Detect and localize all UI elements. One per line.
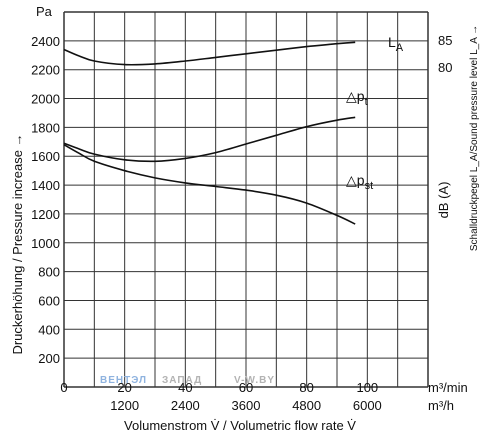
grid <box>63 11 429 388</box>
x-tick-label-m3min: 80 <box>299 380 313 395</box>
x-tick-label-m3h: 2400 <box>171 398 200 413</box>
x-axis-ticks: 0 20 40 60 80 100 1200 2400 3600 4800 6000 <box>60 380 381 413</box>
y-tick-label: 2200 <box>31 63 60 78</box>
x-unit-m3min: m³/min <box>428 380 468 395</box>
y-tick-label: 1400 <box>31 178 60 193</box>
curve-label: LA <box>388 34 404 54</box>
y-tick-label: 800 <box>38 265 60 280</box>
x-axis-label: Volumenstrom V̇ / Volumetric flow rate V… <box>124 418 356 433</box>
watermark-part2: ЗАПАД <box>162 375 202 386</box>
x-tick-label-m3min: 100 <box>356 380 378 395</box>
y-tick-label: 2400 <box>31 34 60 49</box>
curve-labels: LA △pt △pst <box>346 34 404 192</box>
curve-label: △pst <box>346 172 373 192</box>
curve-sound-level <box>63 41 356 66</box>
y-axis-unit: Pa <box>36 4 53 19</box>
y2-axis-unit: dB (A) <box>436 182 451 219</box>
y-tick-label: 400 <box>38 322 60 337</box>
curves <box>63 41 356 225</box>
curve-static-pressure <box>63 144 356 225</box>
y-tick-label: 2000 <box>31 92 60 107</box>
x-tick-label-m3min: 60 <box>239 380 253 395</box>
y-tick-label: 1800 <box>31 120 60 135</box>
y-axis-label: Druckerhöhung / Pressure increase → <box>10 133 25 354</box>
x-tick-label-m3h: 1200 <box>110 398 139 413</box>
y2-tick-85: 85 <box>438 33 452 48</box>
watermark-part3: V-W.BY <box>234 375 275 386</box>
y-tick-label: 200 <box>38 351 60 366</box>
x-tick-label-m3min: 40 <box>178 380 192 395</box>
x-tick-label-m3h: 3600 <box>232 398 261 413</box>
y2-axis-label: Schalldruckpegel L_A/Sound pressure leve… <box>469 25 480 251</box>
x-tick-label-m3min: 0 <box>60 380 67 395</box>
curve-label: △pt <box>346 88 368 108</box>
y2-tick-80: 80 <box>438 60 452 75</box>
y-tick-label: 1600 <box>31 149 60 164</box>
x-tick-label-m3h: 6000 <box>353 398 382 413</box>
y-tick-label: 600 <box>38 293 60 308</box>
y-tick-label: 1000 <box>31 236 60 251</box>
curve-total-pressure <box>63 116 356 163</box>
watermark-part1: ВЕНТЭЛ <box>100 375 147 386</box>
y-axis-ticks: 200 400 600 800 1000 1200 1400 1600 1800 2000 2200… <box>31 34 60 366</box>
x-tick-label-m3h: 4800 <box>292 398 321 413</box>
y-tick-label: 1200 <box>31 207 60 222</box>
x-unit-m3h: m³/h <box>428 398 454 413</box>
x-tick-label-m3min: 20 <box>117 380 131 395</box>
